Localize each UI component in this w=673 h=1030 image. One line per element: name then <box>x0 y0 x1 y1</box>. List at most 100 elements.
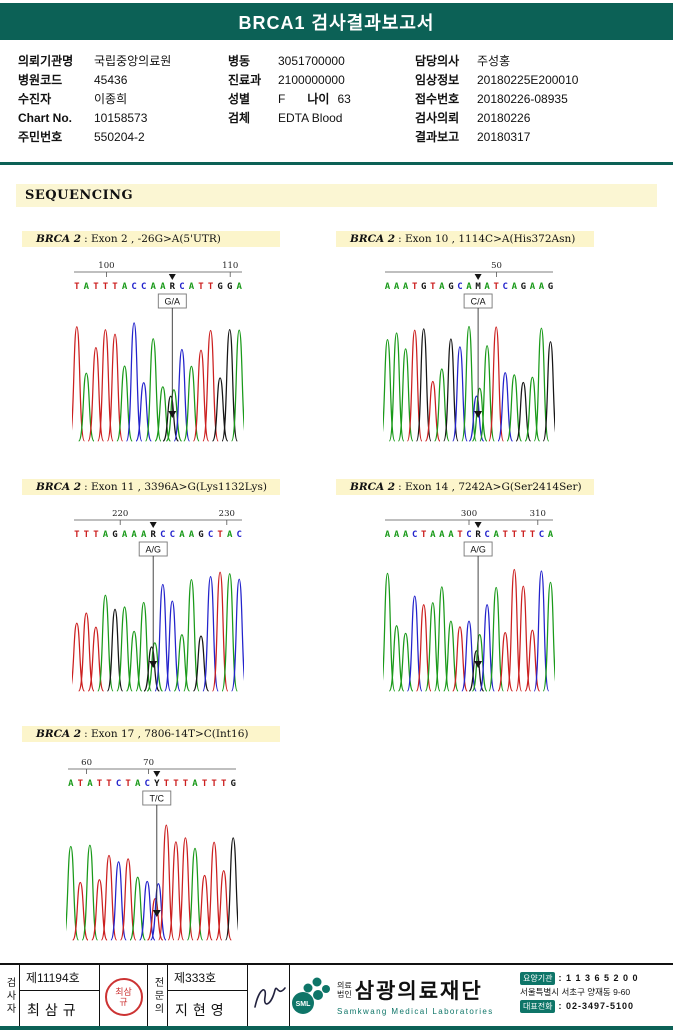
field-row: 접수번호 20180226-08935 <box>415 89 578 108</box>
svg-text:C: C <box>141 282 146 292</box>
svg-text:T: T <box>106 779 112 789</box>
svg-text:A: A <box>122 282 128 292</box>
chromatogram-title-exon17: BRCA 2: Exon 17 , 7806-14T>C(Int16) <box>22 726 280 742</box>
svg-text:A: A <box>403 530 409 540</box>
svg-text:G: G <box>548 282 553 292</box>
svg-text:T: T <box>221 779 227 789</box>
svg-text:T: T <box>74 530 80 540</box>
chromatogram-title-exon10: BRCA 2: Exon 10 , 1114C>A(His372Asn) <box>336 231 594 247</box>
svg-text:A: A <box>448 530 454 540</box>
svg-text:50: 50 <box>491 261 502 271</box>
field-row: Chart No. 10158573 <box>18 108 171 127</box>
field-label: 의뢰기관명 <box>18 54 74 68</box>
svg-text:C/A: C/A <box>471 297 486 307</box>
chromatogram-title-exon11: BRCA 2: Exon 11 , 3396A>G(Lys1132Lys) <box>22 479 280 495</box>
insurance-org-label: 요양기관 <box>520 971 556 985</box>
field-value: 45436 <box>94 72 128 87</box>
variant-description: : Exon 10 , 1114C>A(His372Asn) <box>398 233 576 245</box>
svg-text:A: A <box>227 530 233 540</box>
svg-text:A: A <box>150 282 156 292</box>
svg-text:C: C <box>160 530 165 540</box>
svg-text:230: 230 <box>219 509 235 519</box>
gene-name: BRCA 2 <box>350 481 396 493</box>
svg-text:C: C <box>116 779 121 789</box>
chromatogram-title-exon2: BRCA 2: Exon 2 , -26G>A(5'UTR) <box>22 231 280 247</box>
svg-text:A: A <box>131 530 137 540</box>
field-row-sex-age: 성별 F 나이 63 <box>228 89 351 108</box>
svg-text:A/G: A/G <box>470 545 486 555</box>
patient-info-col3: 담당의사 주성홍 임상정보 20180225E200010 접수번호 20180226… <box>415 51 578 146</box>
seal-stamp: 최삼규 <box>104 977 143 1016</box>
field-row: 주민번호 550204-2 <box>18 127 171 146</box>
field-value: 이종희 <box>94 92 128 106</box>
svg-text:C: C <box>208 530 213 540</box>
field-label: 결과보고 <box>415 130 460 144</box>
report-title: BRCA1 검사결과보고서 <box>238 12 435 33</box>
svg-text:G: G <box>421 282 426 292</box>
svg-text:T: T <box>112 282 118 292</box>
field-row: 진료과 2100000000 <box>228 70 351 89</box>
svg-text:A: A <box>493 530 499 540</box>
field-value: 10158573 <box>94 110 148 125</box>
field-value: 550204-2 <box>94 129 145 144</box>
svg-text:T: T <box>211 779 217 789</box>
svg-text:C: C <box>170 530 175 540</box>
footer: 검사자 제11194호 최삼규 최삼규 전문의 제333호 지현영 <box>0 963 673 1028</box>
field-label: 진료과 <box>228 73 262 87</box>
insurance-line: 요양기관: 1 1 3 6 5 2 0 0 <box>520 971 670 985</box>
field-label: 검체 <box>228 111 251 125</box>
svg-text:G: G <box>198 530 203 540</box>
field-row: 병원코드 45436 <box>18 70 171 89</box>
variant-description: : Exon 11 , 3396A>G(Lys1132Lys) <box>84 481 267 493</box>
svg-text:A: A <box>466 282 472 292</box>
org-type-label: 의료 법인 <box>337 981 352 999</box>
field-value: 2100000000 <box>278 72 345 87</box>
svg-text:T: T <box>493 282 499 292</box>
variant-description: : Exon 14 , 7242A>G(Ser2414Ser) <box>398 481 582 493</box>
field-row: 병동 3051700000 <box>228 51 351 70</box>
svg-text:A: A <box>103 530 109 540</box>
field-value: 20180317 <box>477 129 531 144</box>
svg-text:R: R <box>150 530 156 540</box>
svg-text:A: A <box>539 282 545 292</box>
org-name: 삼광의료재단 <box>354 979 483 1003</box>
svg-text:C: C <box>484 530 489 540</box>
examiner-role-label: 검사자 <box>0 965 20 1028</box>
svg-text:G/A: G/A <box>165 297 181 307</box>
contact-info: 요양기관: 1 1 3 6 5 2 0 0 서울특별시 서초구 양재동 9-60… <box>520 971 670 1013</box>
svg-text:C: C <box>144 779 149 789</box>
chromatogram-trace-exon17: 60 70A T A T T C T A C Y T T T A T T T GT/C <box>66 754 238 946</box>
svg-text:C: C <box>412 530 417 540</box>
svg-text:M: M <box>475 282 481 292</box>
svg-text:C: C <box>179 282 184 292</box>
stamp-text: 최삼규 <box>115 986 132 1007</box>
svg-text:T: T <box>125 779 131 789</box>
examiner-name: 최삼규 <box>27 1001 81 1018</box>
svg-text:T: T <box>84 530 90 540</box>
phone-line: 대표전화: 02-3497-5100 <box>520 999 670 1013</box>
report-header: BRCA1 검사결과보고서 <box>0 3 673 40</box>
svg-text:G: G <box>227 282 232 292</box>
svg-text:T: T <box>78 779 84 789</box>
svg-text:T: T <box>93 282 99 292</box>
svg-text:A: A <box>160 282 166 292</box>
svg-text:T: T <box>502 530 508 540</box>
svg-text:A: A <box>68 779 74 789</box>
patient-info-col2: 병동 3051700000 진료과 2100000000 성별 F 나이 63 검체 EDT… <box>228 51 351 127</box>
field-row: 의뢰기관명 국립중앙의료원 <box>18 51 171 70</box>
svg-text:A: A <box>403 282 409 292</box>
variant-description: : Exon 17 , 7806-14T>C(Int16) <box>84 728 249 740</box>
svg-text:A: A <box>179 530 185 540</box>
svg-text:T: T <box>202 779 208 789</box>
field-value: 20180226-08935 <box>477 91 568 106</box>
signature-cell <box>248 965 290 1028</box>
field-label: 병동 <box>228 54 251 68</box>
svg-text:A: A <box>385 282 391 292</box>
org-type-line2: 법인 <box>337 989 352 999</box>
patient-info-col1: 의뢰기관명 국립중앙의료원 병원코드 45436 수진자 이종희 Chart No. 1… <box>18 51 171 146</box>
svg-text:G: G <box>217 282 222 292</box>
age-value: 63 <box>337 91 351 106</box>
field-row: 임상정보 20180225E200010 <box>415 70 578 89</box>
